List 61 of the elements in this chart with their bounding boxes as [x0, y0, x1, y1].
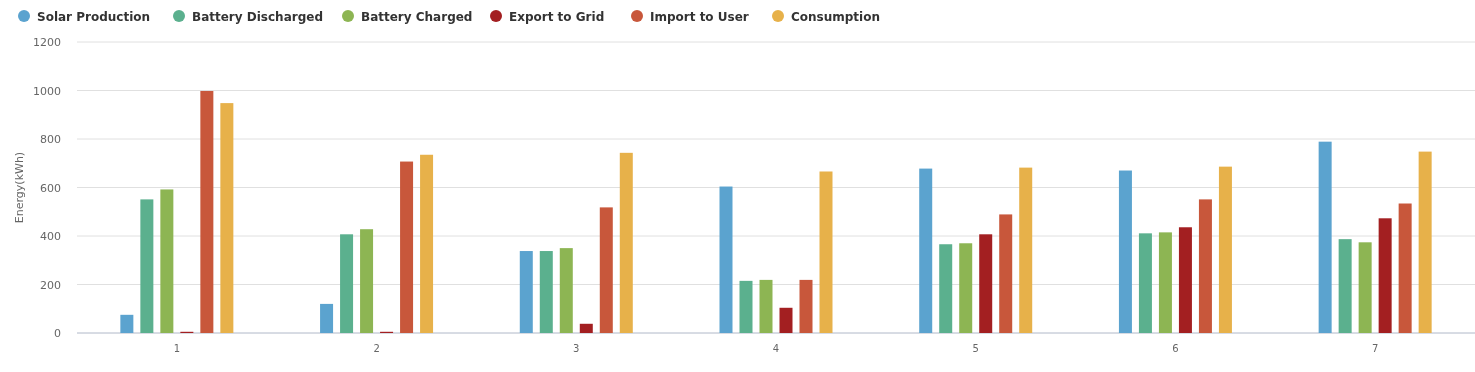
- bar: [819, 171, 833, 333]
- bar: [539, 251, 553, 333]
- bar: [619, 152, 633, 333]
- bar: [1338, 239, 1352, 333]
- bar: [579, 323, 593, 333]
- bar: [959, 243, 973, 333]
- bar: [1118, 170, 1132, 333]
- x-tick-label: 5: [972, 343, 979, 354]
- bar: [739, 280, 753, 333]
- bar: [340, 234, 354, 333]
- bar: [120, 314, 134, 333]
- y-axis-title: Energy(kWh): [13, 151, 26, 224]
- bar: [1398, 203, 1412, 333]
- bar: [979, 234, 993, 333]
- y-tick-label: 400: [40, 230, 61, 243]
- bar: [420, 154, 434, 333]
- x-tick-label: 1: [173, 343, 181, 354]
- bar: [919, 168, 933, 333]
- y-tick-label: 0: [54, 327, 61, 340]
- legend-label: Solar Production: [37, 9, 151, 24]
- legend-label: Battery Discharged: [192, 9, 323, 24]
- bar: [1178, 227, 1192, 333]
- bar: [360, 229, 374, 333]
- bar: [320, 303, 334, 333]
- bar: [1318, 141, 1332, 333]
- y-tick-label: 200: [40, 278, 61, 292]
- bar: [400, 161, 414, 333]
- bar: [1378, 218, 1392, 333]
- bar: [559, 248, 573, 333]
- bar: [799, 279, 813, 333]
- x-tick-label: 7: [1371, 343, 1379, 354]
- bar: [759, 279, 773, 333]
- bar: [519, 251, 533, 333]
- bar: [719, 186, 733, 333]
- x-tick-label: 2: [373, 343, 380, 354]
- bar: [1138, 233, 1152, 333]
- x-tick-label: 6: [1172, 343, 1179, 354]
- bar: [1218, 166, 1232, 333]
- bar: [779, 307, 793, 333]
- y-tick-label: 1000: [33, 84, 61, 98]
- bar: [1019, 167, 1033, 333]
- bar: [1198, 199, 1212, 333]
- bar: [939, 244, 953, 333]
- legend-label: Export to Grid: [509, 9, 605, 24]
- bar: [160, 189, 174, 333]
- x-tick-label: 3: [573, 343, 580, 354]
- legend-label: Consumption: [791, 9, 881, 24]
- bar: [140, 199, 154, 333]
- bar: [999, 214, 1013, 333]
- y-tick-label: 600: [40, 181, 61, 195]
- bar: [1158, 232, 1172, 333]
- y-tick-label: 800: [40, 133, 61, 146]
- bar: [599, 207, 613, 333]
- legend-label: Battery Charged: [361, 9, 473, 24]
- x-tick-label: 4: [772, 343, 780, 354]
- bar: [220, 103, 234, 333]
- y-tick-label: 1200: [33, 36, 61, 49]
- legend-label: Import to User: [650, 9, 749, 24]
- bar: [1358, 242, 1372, 333]
- bar: [200, 90, 214, 333]
- bar: [1418, 151, 1432, 333]
